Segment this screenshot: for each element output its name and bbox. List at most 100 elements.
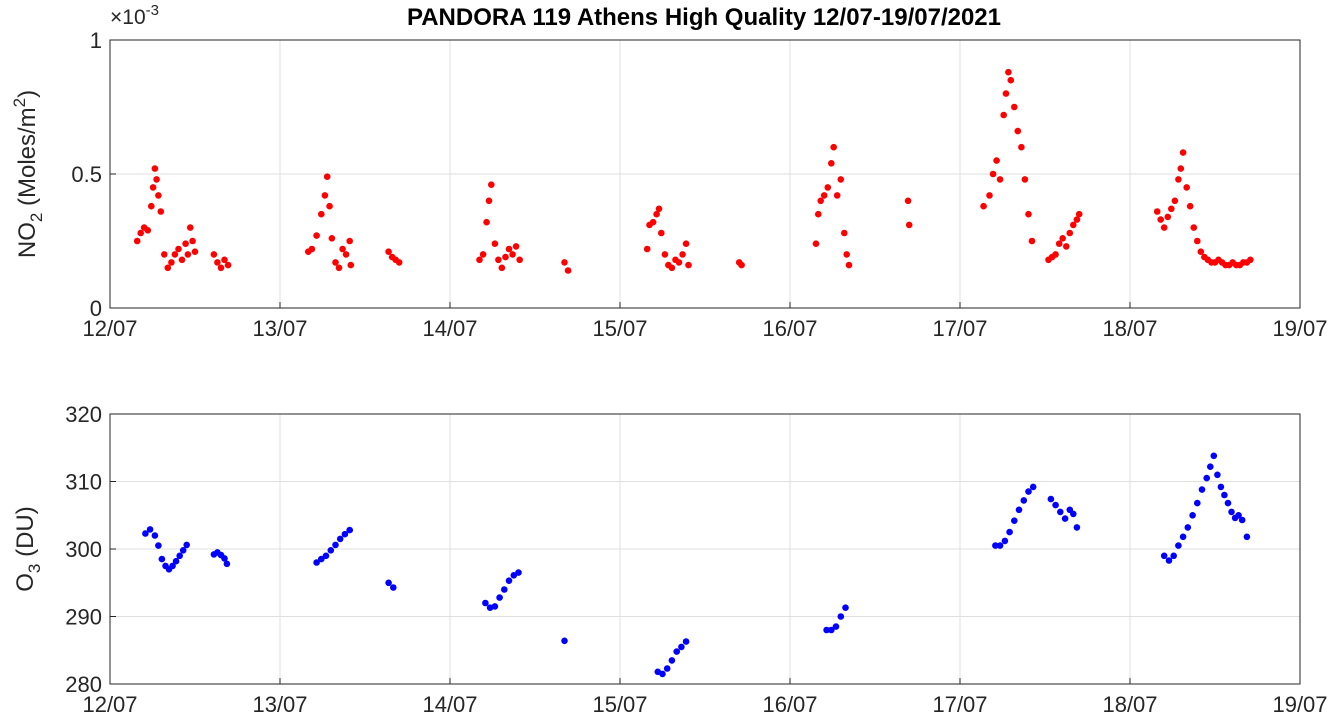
o3-data-point (1198, 486, 1206, 493)
no2-data-point (675, 259, 683, 266)
no2-data-point (685, 261, 692, 269)
no2-data-point (155, 192, 162, 199)
o3-data-point (313, 559, 320, 566)
no2-data-point (904, 197, 912, 205)
no2-data-point (986, 192, 993, 199)
no2-data-point (1197, 248, 1205, 255)
o3-data-point (996, 542, 1004, 549)
o3-data-point (1006, 528, 1013, 536)
no2-data-point (830, 143, 837, 151)
o3-data-point (561, 637, 568, 645)
o3-xtick-label: 16/07 (762, 692, 817, 717)
no2-data-point (1153, 208, 1161, 215)
no2-data-point (395, 259, 403, 266)
o3-data-point (1189, 512, 1196, 519)
no2-data-point (191, 248, 199, 255)
no2-data-point (178, 256, 186, 264)
no2-data-point (1073, 216, 1081, 223)
no2-data-point (144, 227, 152, 234)
no2-data-point (833, 192, 841, 199)
o3-data-point (828, 626, 835, 634)
o3-data-point (176, 552, 183, 560)
o3-data-point (1001, 537, 1009, 545)
o3-data-point (823, 626, 830, 634)
no2-data-point (1018, 143, 1025, 151)
o3-data-point (146, 526, 154, 533)
no2-data-point (157, 208, 165, 215)
o3-data-point (1020, 497, 1028, 504)
o3-xtick-label: 19/07 (1272, 692, 1327, 717)
no2-data-point (479, 251, 487, 258)
o3-data-point (1184, 524, 1192, 531)
no2-data-point (738, 261, 745, 269)
o3-data-point (1170, 552, 1177, 560)
o3-data-point (842, 604, 849, 611)
no2-data-point (321, 192, 329, 199)
no2-data-point (1063, 243, 1070, 250)
no2-data-point (564, 267, 572, 274)
no2-data-point (905, 221, 913, 229)
no2-data-point (385, 248, 392, 255)
o3-xtick-label: 14/07 (422, 692, 477, 717)
no2-data-point (996, 176, 1004, 183)
o3-data-point (1029, 483, 1037, 491)
no2-data-point (148, 202, 155, 210)
o3-data-point (1057, 508, 1064, 516)
no2-grid (110, 40, 1300, 308)
no2-data-point (815, 210, 822, 218)
no2-data-point (137, 229, 144, 237)
o3-data-point (992, 542, 999, 549)
no2-data-point (313, 232, 320, 239)
o3-data-point (332, 541, 339, 549)
no2-data-point (498, 264, 506, 272)
no2-data-point (655, 205, 663, 213)
no2-data-point (561, 259, 568, 266)
no2-data-point (339, 245, 346, 253)
o3-data-point (515, 569, 522, 576)
o3-data-point (659, 670, 666, 678)
no2-data-point (161, 251, 168, 258)
no2-data-point (171, 251, 179, 258)
o3-data-point (1160, 552, 1168, 560)
no2-data-point (679, 251, 686, 258)
no2-data-point (217, 264, 225, 272)
o3-data-point (1221, 491, 1228, 499)
no2-data-point (485, 197, 493, 205)
no2-xtick-label: 16/07 (762, 316, 817, 341)
no2-data-point (1075, 210, 1083, 218)
o3-xtick-label: 17/07 (932, 692, 987, 717)
o3-data-point (501, 586, 508, 593)
chart-title: PANDORA 119 Athens High Quality 12/07-19… (407, 4, 1001, 31)
no2-data-point (643, 245, 651, 253)
no2-data-point (214, 259, 221, 266)
no2-data-point (210, 251, 218, 258)
no2-data-point (512, 243, 520, 250)
o3-data-point (837, 613, 845, 620)
no2-data-point (1175, 176, 1182, 183)
no2-data-point (1011, 103, 1018, 111)
o3-data-point (1228, 508, 1235, 516)
no2-data-point (491, 240, 499, 247)
no2-data-point (184, 251, 192, 258)
o3-data-point (1217, 483, 1225, 491)
no2-data-point (221, 256, 228, 264)
o3-data-point (1047, 495, 1055, 503)
no2-data-point (828, 160, 835, 167)
o3-ylabel: O3 (DU) (12, 506, 44, 591)
no2-data-point (182, 240, 189, 247)
no2-data-point (1186, 202, 1194, 210)
o3-data-point (1210, 452, 1218, 460)
o3-data-point (155, 542, 162, 549)
no2-data-point (1168, 205, 1175, 213)
no2-data-point (342, 251, 350, 258)
o3-data-point (151, 532, 159, 539)
no2-data-point (1070, 221, 1077, 229)
o3-data-point (1224, 499, 1232, 507)
o3-data-point (1165, 557, 1173, 564)
no2-data-point (1194, 237, 1201, 245)
o3-ytick-label: 290 (65, 605, 102, 630)
no2-y-multiplier: ×10-3 (110, 2, 159, 29)
no2-data-point (1055, 240, 1063, 247)
no2-data-point (845, 261, 853, 269)
o3-data-point (142, 530, 149, 537)
